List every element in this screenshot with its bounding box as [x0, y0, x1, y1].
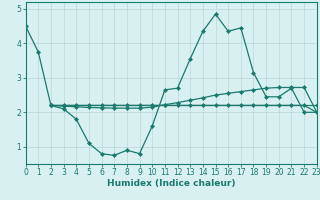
X-axis label: Humidex (Indice chaleur): Humidex (Indice chaleur): [107, 179, 236, 188]
